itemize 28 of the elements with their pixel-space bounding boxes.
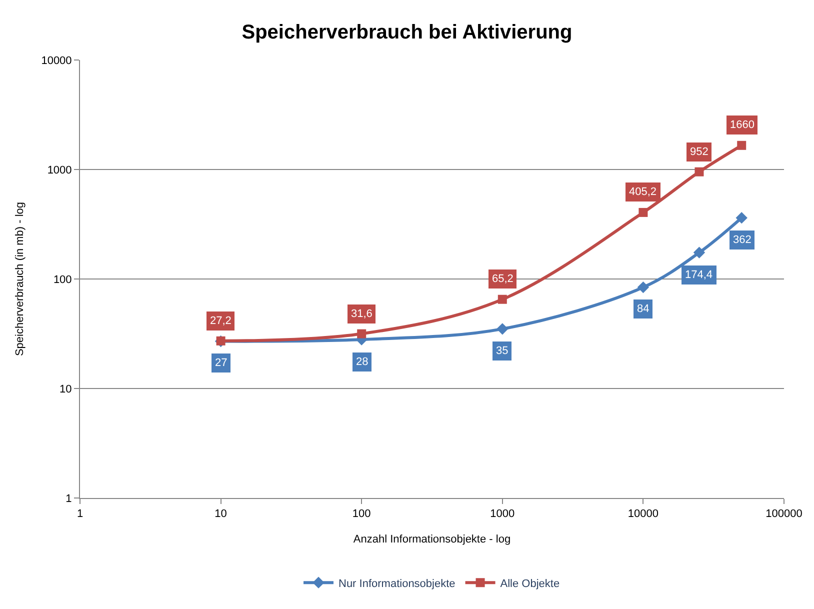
x-tick-label: 10 [214, 508, 227, 520]
x-tick-label: 1 [76, 508, 84, 520]
y-tick-label: 10000 [41, 54, 72, 67]
chart-title: Speicherverbrauch bei Aktivierung [242, 21, 572, 44]
y-tick-label: 1 [66, 492, 72, 505]
data-label: 1660 [730, 119, 754, 131]
data-label: 27,2 [210, 315, 232, 327]
data-label: 35 [496, 345, 508, 357]
data-label: 27 [215, 357, 228, 369]
data-label: 362 [733, 234, 752, 246]
data-label: 28 [356, 356, 368, 368]
y-axis-title: Speicherverbrauch (in mb) - log [14, 202, 26, 356]
x-axis-title: Anzahl Informationsobjekte - log [353, 533, 511, 546]
data-label: 84 [637, 303, 650, 315]
data-label: 405,2 [629, 186, 657, 198]
y-tick-label: 1000 [47, 164, 72, 176]
legend-label: Alle Objekte [500, 578, 560, 590]
y-tick-label: 10 [60, 383, 72, 396]
data-label: 952 [690, 146, 708, 158]
data-label: 31,6 [351, 308, 372, 320]
legend-label: Nur Informationsobjekte [338, 578, 456, 590]
x-tick-label: 100000 [766, 508, 802, 520]
y-tick-label: 100 [53, 274, 72, 286]
x-tick-label: 100 [352, 508, 371, 520]
x-tick-label: 10000 [628, 508, 658, 520]
data-label: 65,2 [492, 273, 514, 285]
data-label: 174,4 [685, 269, 713, 281]
x-tick-label: 1000 [490, 508, 515, 520]
